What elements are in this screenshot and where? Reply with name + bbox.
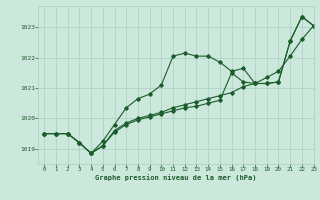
X-axis label: Graphe pression niveau de la mer (hPa): Graphe pression niveau de la mer (hPa): [95, 175, 257, 181]
